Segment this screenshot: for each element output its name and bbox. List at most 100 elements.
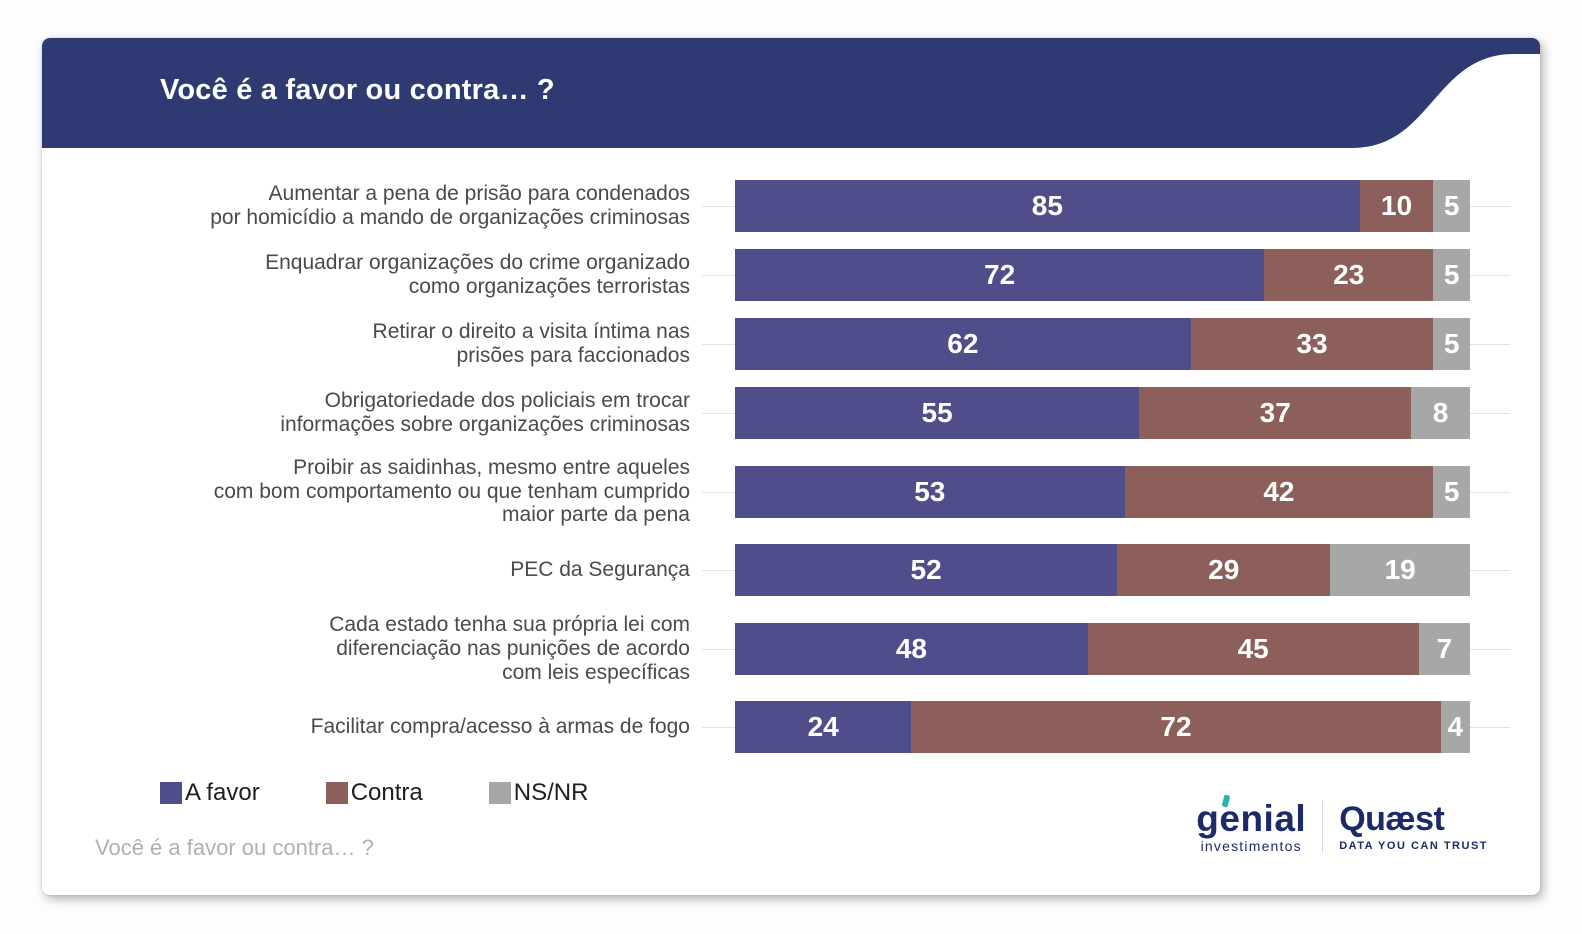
bar-segment-a-favor: 24	[735, 701, 912, 754]
bar-track: 48 45 7	[690, 622, 1540, 675]
stacked-bar: 52 29 19	[735, 544, 1470, 597]
legend-item-ns-nr: NS/NR	[488, 779, 589, 807]
category-label: Proibir as saidinhas, mesmo entre aquele…	[213, 456, 690, 527]
stacked-bar: 55 37 8	[735, 387, 1470, 439]
bar-value-label: 5	[1443, 259, 1460, 290]
bar-value-label: 29	[1208, 554, 1240, 586]
bar-segment-a-favor: 62	[735, 318, 1191, 370]
category-label: Obrigatoriedade dos policiais em trocar …	[280, 389, 690, 436]
chart-card: Você é a favor ou contra… ? Aumentar a p…	[42, 38, 1540, 895]
bar-segment-a-favor: 72	[735, 249, 1265, 301]
bar-segment-contra: 42	[1124, 465, 1434, 518]
bar-segment-contra: 23	[1264, 249, 1434, 301]
bar-track: 55 37 8	[690, 387, 1540, 439]
quaest-tagline: DATA YOU CAN TRUST	[1339, 839, 1488, 852]
bar-value-label: 72	[1160, 711, 1192, 743]
chart-row: Enquadrar organizações do crime organiza…	[42, 249, 1540, 301]
category-label: PEC da Segurança	[510, 558, 690, 582]
bar-segment-ns-nr: 5	[1433, 318, 1470, 370]
stacked-bar: 53 42 5	[735, 465, 1470, 518]
stacked-bar: 48 45 7	[735, 622, 1470, 675]
chart-row: Cada estado tenha sua própria lei com di…	[42, 613, 1540, 684]
bar-track: 62 33 5	[690, 318, 1540, 370]
stacked-bar: 62 33 5	[735, 318, 1470, 370]
stacked-bar: 85 10 5	[735, 180, 1470, 232]
chart-row: Retirar o direito a visita íntima nas pr…	[42, 318, 1540, 370]
chart-row: Aumentar a pena de prisão para condenado…	[42, 180, 1540, 232]
bar-value-label: 5	[1443, 328, 1460, 359]
genial-logo: genial investimentos	[1196, 794, 1306, 854]
legend-label: NS/NR	[513, 779, 589, 807]
page-title: Você é a favor ou contra… ?	[160, 73, 555, 106]
bar-value-label: 19	[1384, 554, 1416, 586]
survey-question-note: Você é a favor ou contra… ?	[95, 835, 374, 861]
category-label: Aumentar a pena de prisão para condenado…	[210, 182, 690, 229]
bar-value-label: 5	[1443, 190, 1460, 221]
header-wave-shape	[42, 38, 1540, 148]
bar-value-label: 24	[807, 711, 839, 743]
bar-value-label: 8	[1432, 397, 1449, 428]
bar-value-label: 45	[1237, 632, 1269, 664]
legend-swatch-ns-nr	[488, 782, 511, 805]
genial-wordmark: genial	[1196, 794, 1306, 837]
bar-track: 53 42 5	[690, 465, 1540, 518]
category-label: Retirar o direito a visita íntima nas pr…	[372, 320, 690, 367]
bar-segment-contra: 33	[1190, 318, 1434, 370]
bar-value-label: 72	[984, 259, 1016, 290]
bar-segment-a-favor: 53	[735, 465, 1125, 518]
bar-value-label: 5	[1443, 475, 1460, 507]
bar-value-label: 62	[947, 328, 979, 359]
quaest-logo: Quæst DATA YOU CAN TRUST	[1339, 802, 1488, 852]
bar-segment-contra: 10	[1359, 180, 1434, 232]
legend-item-a-favor: A favor	[160, 779, 260, 807]
bar-segment-a-favor: 85	[735, 180, 1360, 232]
bar-segment-ns-nr: 19	[1330, 544, 1470, 597]
legend-swatch-a-favor	[160, 782, 182, 805]
genial-subtitle: investimentos	[1200, 838, 1302, 854]
bar-value-label: 85	[1031, 190, 1063, 221]
bar-value-label: 33	[1296, 328, 1328, 359]
legend-item-contra: Contra	[325, 779, 423, 807]
category-label: Facilitar compra/acesso à armas de fogo	[310, 715, 690, 739]
bar-segment-contra: 72	[911, 701, 1441, 754]
stacked-bar: 24 72 4	[735, 701, 1470, 754]
bar-segment-ns-nr: 5	[1433, 249, 1470, 301]
bar-segment-ns-nr: 5	[1433, 180, 1470, 232]
legend-swatch-contra	[325, 782, 348, 805]
chart-row: Facilitar compra/acesso à armas de fogo 2…	[42, 701, 1540, 754]
legend-label: A favor	[185, 779, 260, 807]
bar-value-label: 52	[910, 554, 942, 586]
legend: A favor Contra NS/NR	[160, 779, 1540, 807]
bar-segment-a-favor: 48	[735, 622, 1088, 675]
chart-row: Obrigatoriedade dos policiais em trocar …	[42, 387, 1540, 439]
bar-value-label: 23	[1333, 259, 1365, 290]
quaest-wordmark: Quæst	[1339, 799, 1445, 838]
chart-row: Proibir as saidinhas, mesmo entre aquele…	[42, 456, 1540, 527]
bar-segment-ns-nr: 7	[1418, 622, 1470, 675]
bar-value-label: 10	[1380, 190, 1413, 221]
bar-value-label: 37	[1259, 397, 1291, 428]
bar-value-label: 4	[1447, 711, 1464, 743]
bar-track: 52 29 19	[690, 544, 1540, 597]
legend-label: Contra	[350, 779, 423, 807]
bar-track: 72 23 5	[690, 249, 1540, 301]
logo-divider	[1322, 800, 1324, 853]
bar-value-label: 42	[1263, 475, 1295, 507]
bar-value-label: 7	[1436, 632, 1453, 664]
bar-segment-ns-nr: 4	[1440, 701, 1470, 754]
header-band: Você é a favor ou contra… ?	[42, 38, 1540, 148]
branding-logos: genial investimentos Quæst DATA YOU CAN …	[1196, 794, 1488, 854]
chart-row: PEC da Segurança 52 29 19	[42, 544, 1540, 597]
chart-rows: Aumentar a pena de prisão para condenado…	[42, 180, 1540, 754]
bar-value-label: 48	[895, 632, 927, 664]
bar-segment-ns-nr: 5	[1433, 465, 1470, 518]
bar-value-label: 53	[914, 475, 946, 507]
bar-segment-contra: 29	[1117, 544, 1331, 597]
category-label: Cada estado tenha sua própria lei com di…	[329, 613, 690, 684]
bar-segment-ns-nr: 8	[1411, 387, 1470, 439]
bar-segment-a-favor: 55	[735, 387, 1140, 439]
bar-track: 24 72 4	[690, 701, 1540, 754]
category-label: Enquadrar organizações do crime organiza…	[265, 251, 690, 298]
stacked-bar: 72 23 5	[735, 249, 1470, 301]
bar-segment-a-favor: 52	[735, 544, 1118, 597]
